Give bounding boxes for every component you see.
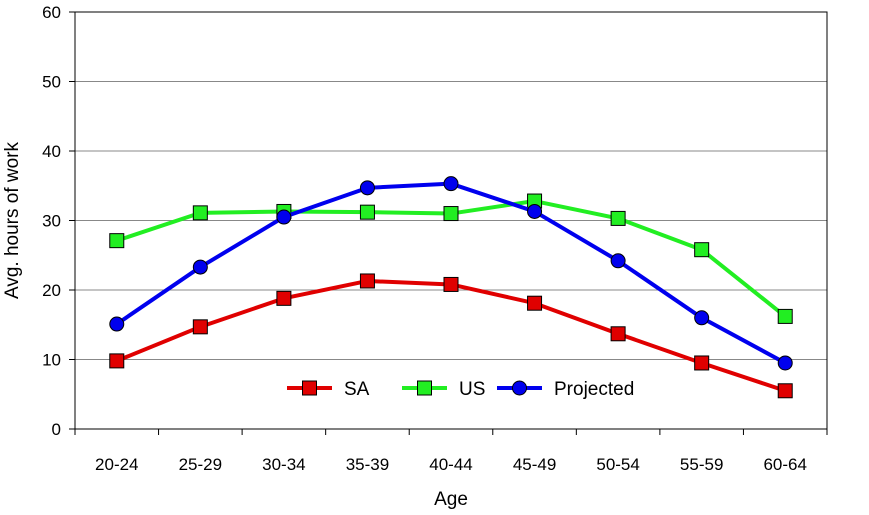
data-point [694, 310, 710, 326]
x-tick-label: 55-59 [680, 455, 723, 474]
data-point [443, 276, 459, 292]
data-point [694, 242, 710, 258]
series-sa [109, 273, 793, 399]
data-point [359, 273, 375, 289]
legend-marker [302, 380, 317, 396]
data-point [610, 210, 626, 226]
y-axis: 0 10 20 30 40 50 60 [42, 3, 75, 439]
data-point [192, 259, 208, 275]
legend-item-us: US [402, 379, 485, 400]
data-point [443, 176, 459, 192]
x-tick-label: 20-24 [95, 455, 138, 474]
data-point [276, 209, 292, 225]
data-point [610, 253, 626, 269]
y-tick-label: 30 [42, 212, 61, 231]
data-point [527, 203, 543, 219]
legend-marker [512, 380, 527, 396]
series-projected [109, 176, 793, 371]
y-axis-title: Avg. hours of work [2, 142, 23, 300]
series-line [116, 278, 786, 393]
data-point [359, 180, 375, 196]
data-point [276, 290, 292, 306]
data-point [777, 355, 793, 371]
legend-label: SA [344, 379, 370, 400]
legend-label: US [459, 379, 485, 400]
y-tick-label: 40 [42, 142, 61, 161]
legend: SA US Projected [287, 379, 634, 400]
data-point [694, 355, 710, 371]
data-point [443, 206, 459, 222]
data-point [109, 316, 125, 332]
x-tick-label: 30-34 [262, 455, 305, 474]
y-tick-label: 0 [52, 420, 61, 439]
data-point [109, 353, 125, 369]
x-tick-label: 25-29 [179, 455, 222, 474]
legend-item-projected: Projected [497, 379, 634, 400]
data-point [192, 319, 208, 335]
legend-marker [417, 380, 432, 396]
data-point [610, 326, 626, 342]
x-tick-label: 40-44 [429, 455, 472, 474]
legend-label: Projected [554, 379, 634, 400]
legend-item-sa: SA [287, 379, 370, 400]
y-tick-label: 50 [42, 73, 61, 92]
data-point [777, 308, 793, 324]
data-point [359, 204, 375, 220]
x-axis: 20-24 25-29 30-34 35-39 40-44 45-49 50-54 55-59… [74, 429, 828, 474]
data-point [109, 233, 125, 249]
x-tick-label: 60-64 [763, 455, 806, 474]
x-axis-title: Age [434, 489, 468, 510]
y-tick-label: 10 [42, 351, 61, 370]
y-tick-label: 60 [42, 3, 61, 22]
series-layer [109, 176, 793, 399]
data-point [777, 383, 793, 399]
y-tick-label: 20 [42, 281, 61, 300]
data-point [527, 295, 543, 311]
data-point [192, 205, 208, 221]
x-tick-label: 35-39 [346, 455, 389, 474]
x-tick-label: 50-54 [596, 455, 639, 474]
x-tick-label: 45-49 [513, 455, 556, 474]
